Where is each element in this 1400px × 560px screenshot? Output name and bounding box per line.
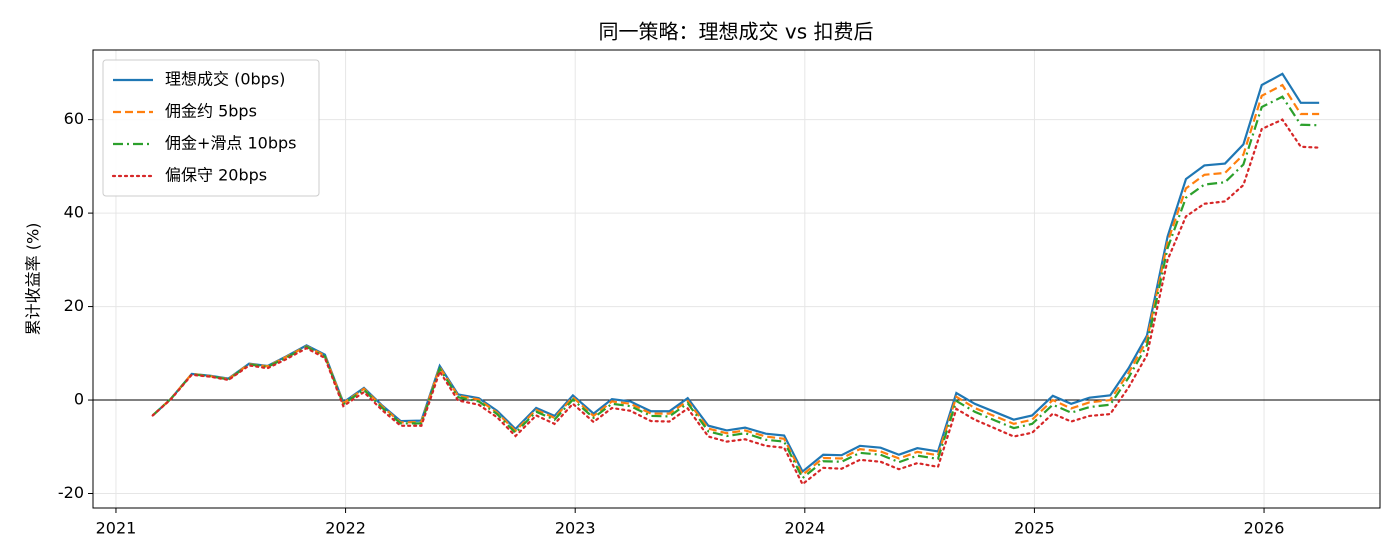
x-tick-label: 2022	[325, 519, 366, 538]
plot-frame	[92, 49, 1381, 509]
x-tick-label: 2025	[1014, 519, 1055, 538]
series-line	[151, 118, 1321, 486]
x-tick-label: 2021	[96, 519, 137, 538]
y-axis-label: 累计收益率 (%)	[24, 223, 43, 336]
series-line	[151, 83, 1320, 477]
y-tick-label: 0	[74, 390, 84, 409]
legend-box	[102, 59, 320, 197]
chart-title: 同一策略：理想成交 vs 扣费后	[599, 20, 874, 44]
legend: 理想成交 (0bps) 佣金约 5bps 佣金+滑点 10bps 偏保守 20bps	[102, 59, 320, 197]
y-tick-label: 60	[64, 109, 84, 128]
y-tick-label: 20	[64, 296, 84, 315]
y-tick-label: -20	[58, 483, 84, 502]
series-line	[151, 95, 1320, 480]
legend-label: 佣金+滑点 10bps	[165, 134, 297, 153]
x-tick-label: 2026	[1244, 519, 1285, 538]
y-tick-label: 40	[64, 203, 84, 222]
x-tick-label: 2024	[784, 519, 825, 538]
legend-label: 理想成交 (0bps)	[165, 70, 285, 89]
legend-label: 佣金约 5bps	[165, 102, 257, 121]
x-tick-label: 2023	[555, 519, 596, 538]
legend-label: 偏保守 20bps	[165, 166, 267, 185]
